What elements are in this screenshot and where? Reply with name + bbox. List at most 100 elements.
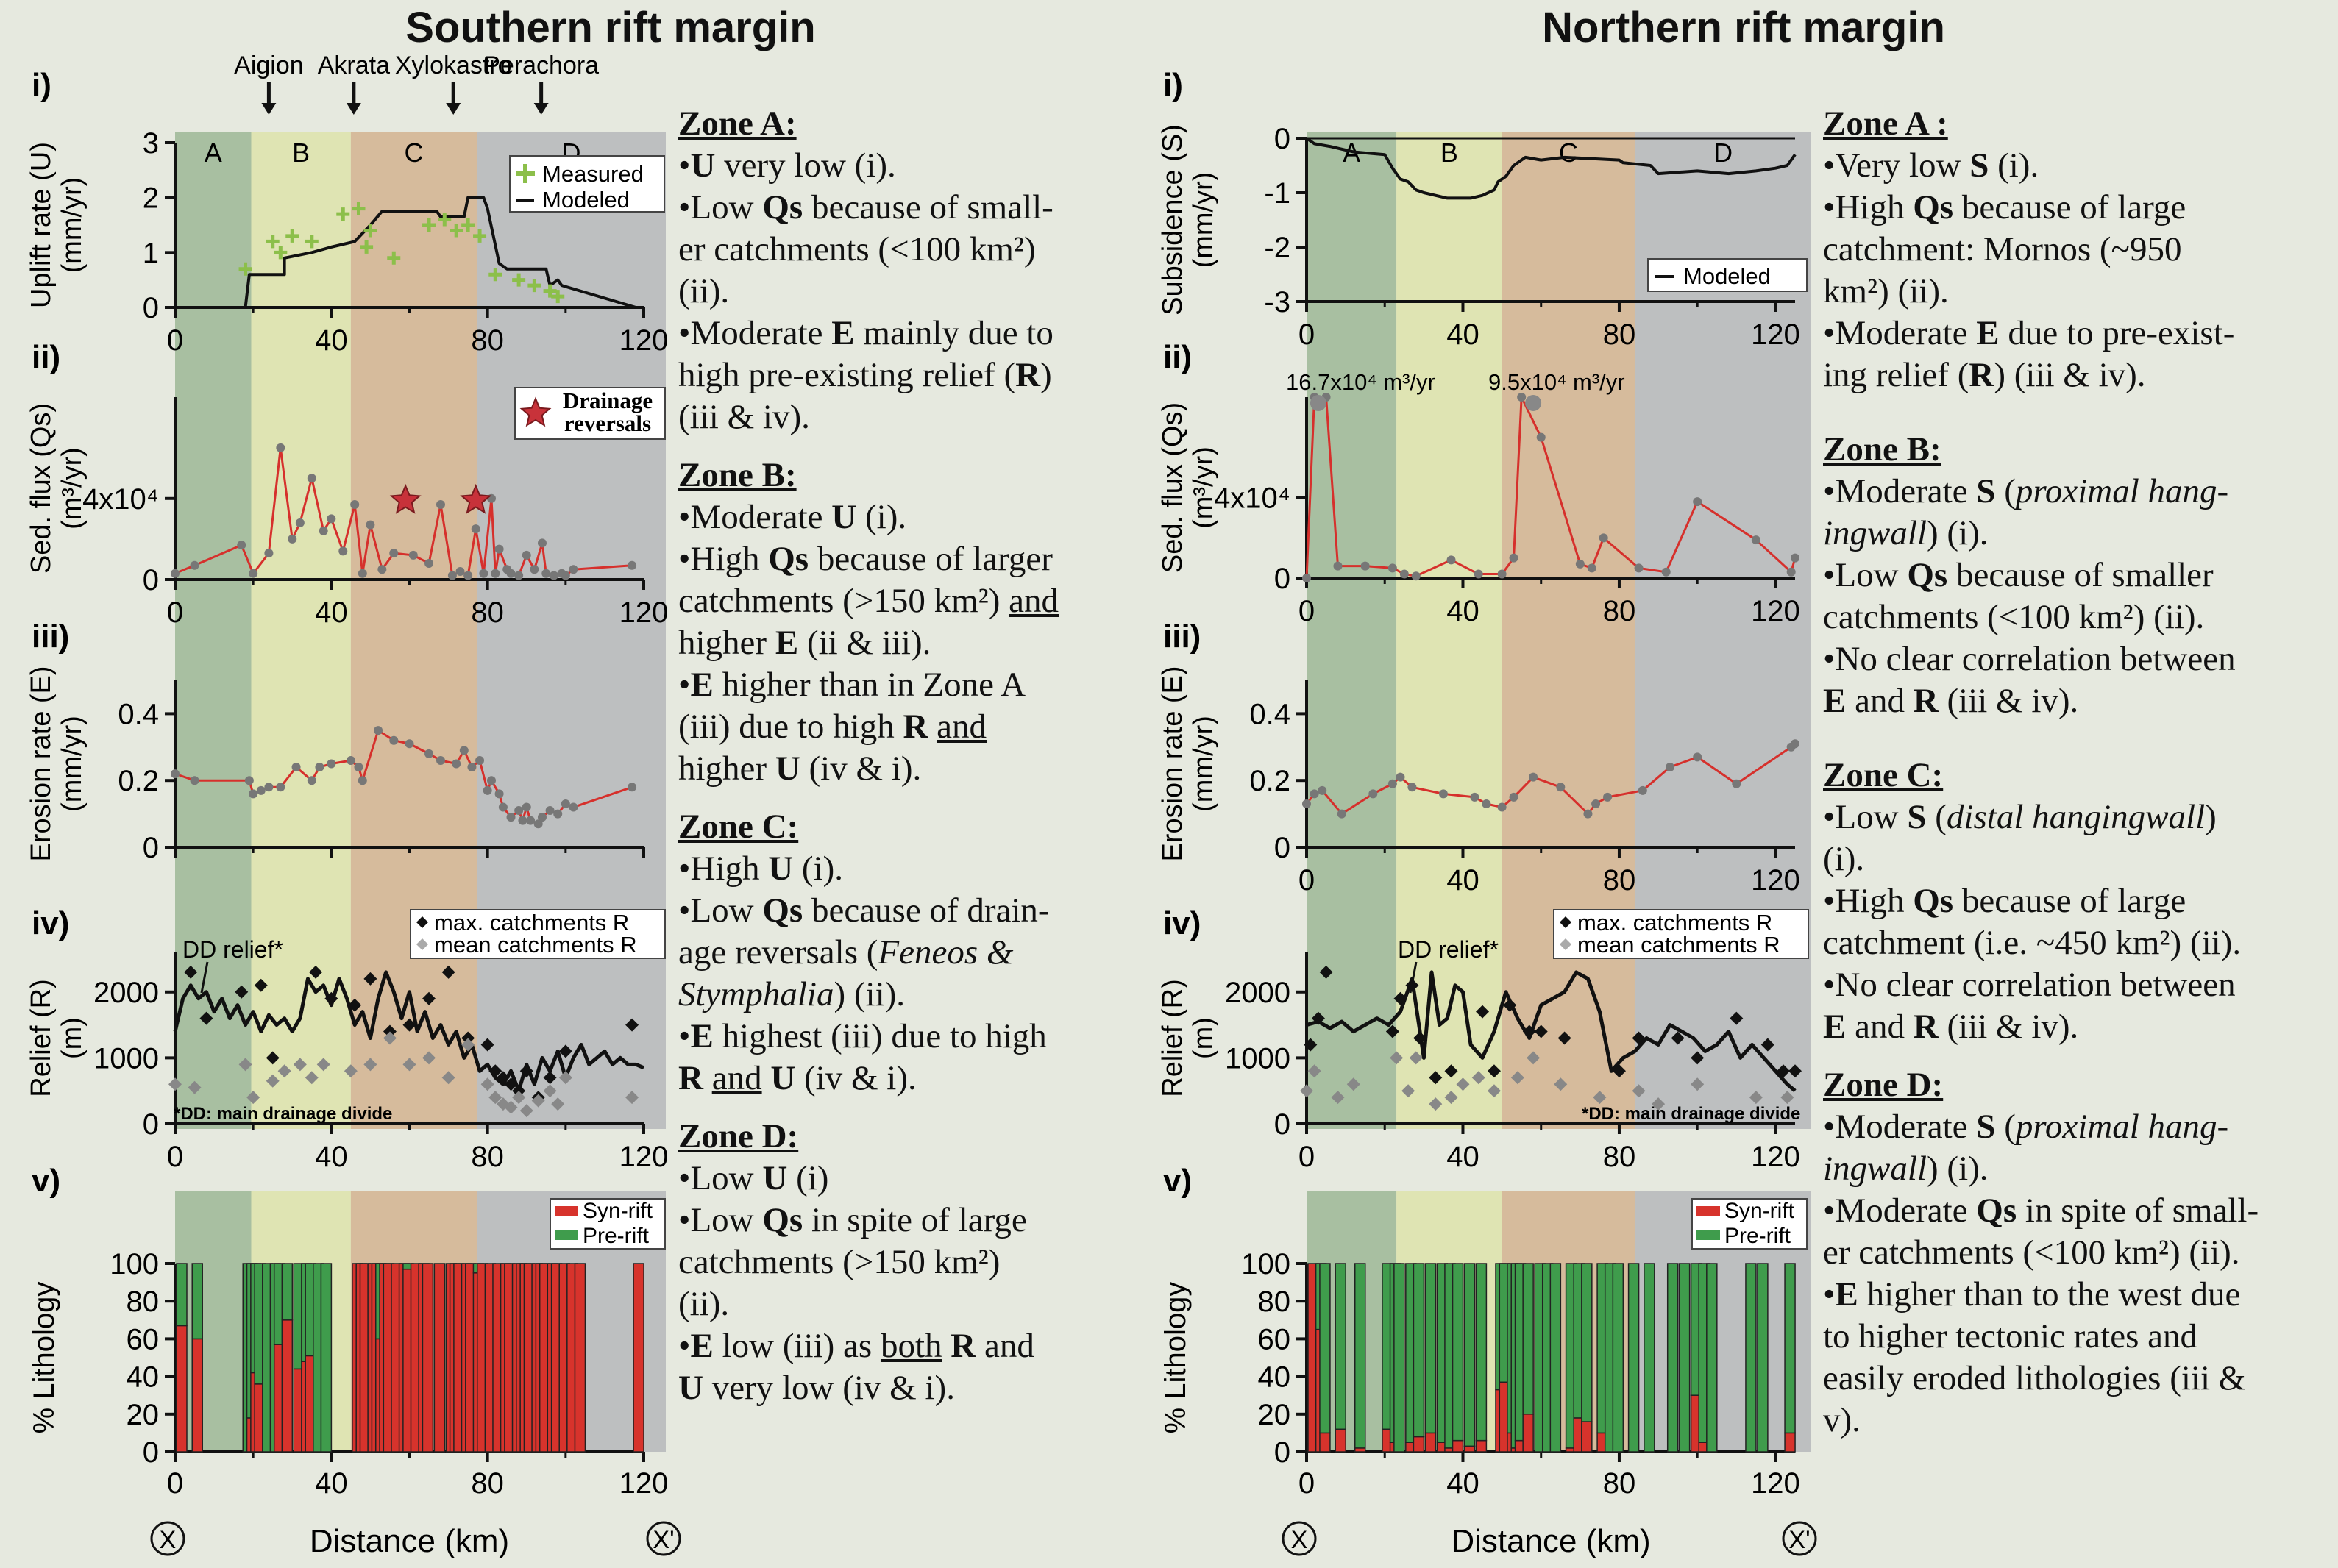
note-line: E and R (iii & iv).	[1823, 682, 2079, 720]
sed-flux-point	[1751, 535, 1760, 545]
erosion-point	[1791, 739, 1799, 749]
mean-catchment-point	[488, 1091, 502, 1105]
sed-flux-point	[522, 550, 531, 560]
max-catchment-point	[496, 1071, 510, 1085]
x-tick-label: 0	[1298, 1467, 1315, 1500]
pre-rift-bar	[1463, 1263, 1476, 1447]
y-tick-label: 100	[110, 1248, 159, 1280]
max-catchment-point	[1671, 1031, 1685, 1045]
erosion-point	[537, 813, 547, 822]
legend-syn: Syn-rift	[583, 1199, 653, 1223]
mean-catchment-point	[344, 1064, 358, 1078]
mean-catchment-point	[1471, 1071, 1485, 1085]
note-line: •E low (iii) as both R and	[678, 1327, 1034, 1365]
x-tick-label: 40	[315, 1141, 348, 1173]
note-line: ingwall) (i).	[1823, 514, 1989, 552]
note-line: U very low (iv & i).	[678, 1369, 955, 1407]
note-line: •High U (i).	[678, 849, 844, 888]
y-tick-label: 0.2	[118, 765, 159, 797]
zone-label-c: C	[1559, 138, 1578, 168]
erosion-point	[315, 763, 324, 772]
max-catchment-point	[254, 978, 268, 992]
pre-rift-bar	[1745, 1263, 1757, 1453]
erosion-point	[256, 785, 266, 795]
note-line: (ii).	[678, 272, 730, 310]
peak-marker	[1525, 395, 1542, 411]
mean-catchment-point	[266, 1074, 280, 1088]
dd-footnote: *DD: main drainage divide	[174, 1104, 392, 1124]
sed-flux-point	[408, 550, 418, 560]
erosion-point	[569, 802, 578, 812]
y-axis-unit: (mm/yr)	[57, 716, 88, 812]
x-tick-label: 80	[1603, 1141, 1636, 1173]
erosion-point	[452, 759, 461, 769]
max-catchment-point	[1534, 1024, 1548, 1038]
sed-flux-point	[288, 534, 297, 544]
erosion-point	[518, 816, 527, 825]
mean-catchment-point	[1780, 1091, 1794, 1105]
x-tick-label: 80	[1603, 1467, 1636, 1500]
erosion-point	[1387, 779, 1397, 788]
erosion-point	[291, 763, 301, 772]
x-tick-label: 40	[315, 1467, 348, 1500]
legend-max: max. catchments R	[434, 910, 629, 936]
note-line: km²) (ii).	[1823, 272, 1949, 310]
sed-flux-point	[569, 565, 578, 574]
x-tick-label: 0	[1298, 318, 1315, 351]
max-catchment-point	[558, 1044, 572, 1058]
erosion-point	[190, 776, 199, 785]
measured-uplift-point	[274, 246, 288, 260]
measured-legend-icon	[516, 164, 535, 183]
erosion-point	[405, 739, 414, 749]
measured-uplift-point	[305, 235, 319, 249]
sed-flux-point	[237, 541, 246, 550]
erosion-point	[1337, 809, 1346, 819]
max-catchment-point	[309, 965, 323, 979]
endpoint-x-circle	[1282, 1521, 1317, 1556]
erosion-point	[436, 755, 445, 765]
max-catchment-point	[1760, 1038, 1774, 1052]
syn-legend-icon	[555, 1206, 578, 1216]
y-tick-label: 4x10⁴	[1214, 482, 1290, 515]
measured-uplift-point	[473, 229, 487, 243]
sed-flux-point	[264, 549, 274, 558]
y-tick-label: 2	[143, 182, 159, 215]
zone-label-d: D	[1713, 138, 1733, 168]
syn-rift-bar	[1354, 1447, 1366, 1453]
erosion-point	[1497, 802, 1507, 812]
pre-rift-bar	[176, 1263, 188, 1327]
note-line: catchments (>150 km²) and	[678, 582, 1059, 620]
max-catchment-point	[1311, 1011, 1325, 1025]
legend-measured: Measured	[542, 161, 644, 187]
pre-rift-bar	[1581, 1263, 1593, 1422]
south-title: Southern rift margin	[405, 4, 816, 51]
y-tick-label: 100	[1241, 1248, 1290, 1280]
panel-numeral: iv)	[1163, 905, 1201, 941]
x-tick-label: 80	[1603, 864, 1636, 897]
litho-zone-band	[175, 1191, 252, 1452]
syn-rift-bar	[574, 1263, 586, 1453]
pre-rift-bar	[1666, 1263, 1679, 1453]
zone-band-a	[1307, 132, 1397, 1129]
y-tick-label: 4x10⁴	[82, 483, 159, 516]
peak-label: 16.7x10⁴ m³/yr	[1286, 369, 1435, 395]
x-tick-label: 0	[1298, 864, 1315, 897]
sed-flux-point	[327, 514, 336, 524]
zone-heading: Zone C:	[678, 808, 799, 846]
y-tick-label: 1	[143, 237, 159, 269]
max-catchment-point	[1777, 1064, 1791, 1078]
y-tick-label: 40	[1258, 1361, 1291, 1394]
mean-catchment-point	[1554, 1077, 1568, 1091]
syn-rift-bar	[1413, 1436, 1425, 1453]
x-tick-label: 0	[167, 1467, 183, 1500]
max-catchment-point	[1476, 1005, 1490, 1019]
mean-catchment-point	[1409, 1051, 1423, 1065]
endpoint-x-prime: X'	[653, 1526, 674, 1554]
pre-rift-bar	[1522, 1263, 1534, 1415]
zone-heading: Zone A :	[1823, 104, 1948, 143]
mean-catchment-point	[277, 1064, 291, 1078]
mean-catchment-point	[512, 1091, 526, 1105]
legend-pre: Pre-rift	[583, 1224, 650, 1248]
max-catchment-point	[1385, 1024, 1399, 1038]
dd-relief-label: DD relief*	[1398, 936, 1499, 963]
